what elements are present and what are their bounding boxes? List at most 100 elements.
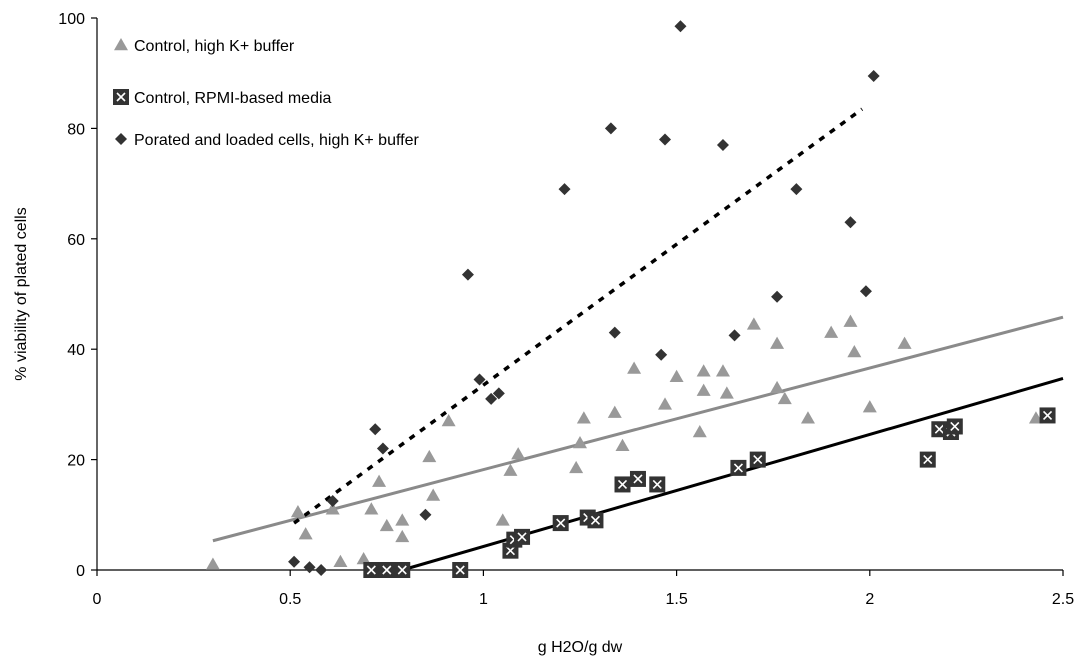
data-point-series-2 (629, 470, 646, 487)
y-tick-label: 40 (67, 342, 85, 359)
data-point-series-2 (452, 562, 469, 578)
data-point-series-3 (859, 285, 872, 298)
x-tick-label: 2.5 (1052, 591, 1074, 608)
data-point-series-1 (511, 447, 526, 460)
data-point-series-3 (716, 138, 729, 151)
data-point-series-1 (746, 317, 761, 330)
data-point-series-1 (692, 425, 707, 438)
y-tick-label: 60 (67, 232, 85, 249)
data-point-series-1 (569, 460, 584, 474)
data-point-series-2 (587, 512, 604, 529)
marker-cross (382, 565, 392, 575)
marker-cross (934, 424, 944, 434)
data-point-series-3 (674, 20, 687, 33)
data-point-series-3 (369, 423, 382, 436)
marker-cross (590, 515, 601, 525)
x-axis-title: g H2O/g dw (538, 639, 623, 656)
data-point-series-1 (333, 554, 348, 567)
x-tick-label: 1.5 (665, 591, 687, 608)
marker-cross (633, 474, 643, 484)
data-point-series-1 (696, 383, 711, 396)
data-point-series-1 (395, 529, 410, 543)
data-point-series-1 (395, 513, 410, 526)
data-points (205, 20, 1056, 578)
marker-cross (652, 479, 662, 490)
data-point-series-3 (604, 122, 617, 135)
data-point-series-3 (485, 392, 498, 405)
x-tick-label: 0 (93, 591, 102, 608)
data-point-series-1 (824, 325, 839, 338)
data-point-series-1 (372, 474, 387, 487)
data-point-series-1 (862, 400, 877, 413)
marker-cross (397, 565, 407, 575)
trend-lines (212, 107, 1064, 572)
data-point-series-1 (897, 336, 912, 349)
data-point-series-2 (749, 451, 766, 468)
marker-cross (617, 479, 628, 490)
data-point-series-3 (844, 216, 857, 229)
data-point-series-1 (1028, 411, 1043, 424)
data-point-series-1 (847, 344, 862, 358)
y-axis-title: % viability of plated cells (13, 207, 30, 380)
y-tick-label: 100 (58, 11, 85, 28)
data-point-series-1 (777, 391, 792, 405)
data-point-series-1 (503, 463, 518, 476)
data-point-series-2 (394, 562, 411, 578)
data-point-series-3 (790, 183, 803, 196)
trend-line-series-1 (212, 315, 1064, 543)
legend-marker-series-2 (113, 89, 129, 105)
legend-marker-series-3 (115, 133, 127, 145)
data-point-series-1 (615, 438, 630, 452)
data-point-series-3 (659, 133, 672, 146)
x-tick-label: 1 (479, 591, 488, 608)
data-point-series-1 (715, 364, 730, 377)
data-point-series-2 (552, 515, 569, 532)
data-point-series-3 (303, 561, 316, 574)
x-tick-label: 0.5 (279, 591, 301, 608)
data-point-series-1 (770, 336, 785, 349)
data-point-series-1 (627, 361, 642, 374)
data-point-series-3 (376, 442, 389, 455)
data-point-series-3 (288, 555, 301, 568)
data-point-series-3 (461, 268, 474, 281)
data-point-series-2 (1039, 407, 1056, 424)
data-point-series-1 (696, 364, 711, 377)
data-point-series-1 (800, 411, 815, 424)
legend-marker-series-1 (114, 38, 128, 51)
marker-cross (753, 455, 763, 465)
data-point-series-2 (730, 459, 747, 476)
data-point-series-3 (326, 495, 339, 507)
marker-cross (366, 565, 376, 575)
data-point-series-3 (419, 508, 432, 521)
data-point-series-2 (378, 562, 395, 578)
tick-labels: 0 0.5 1 1.5 2 2.5 0 20 40 60 80 100 (58, 11, 1074, 608)
data-point-series-2 (919, 451, 936, 468)
data-point-series-1 (356, 551, 371, 565)
data-point-series-1 (422, 449, 437, 463)
data-point-series-1 (379, 518, 394, 532)
legend-label-series-2: Control, RPMI-based media (134, 90, 332, 107)
legend-label-series-3: Porated and loaded cells, high K+ buffer (134, 132, 419, 149)
marker-cross (455, 565, 465, 575)
data-point-series-3 (728, 329, 741, 342)
data-point-series-2 (614, 476, 631, 493)
data-point-series-2 (514, 528, 531, 545)
data-point-series-1 (576, 411, 591, 424)
marker-cross (923, 455, 933, 465)
data-point-series-1 (607, 405, 622, 418)
y-tick-label: 0 (76, 563, 85, 580)
data-point-series-1 (364, 502, 379, 515)
data-point-series-1 (495, 513, 510, 526)
data-point-series-2 (946, 418, 963, 435)
marker-cross (950, 421, 960, 432)
y-tick-label: 20 (67, 453, 85, 470)
data-point-series-3 (867, 69, 880, 82)
data-point-series-2 (363, 562, 380, 578)
y-tick-label: 80 (67, 121, 85, 138)
data-point-series-3 (492, 387, 505, 400)
trend-line-series-3 (293, 107, 864, 525)
data-point-series-1 (298, 527, 313, 540)
data-point-series-1 (205, 557, 220, 570)
data-point-series-1 (325, 502, 340, 515)
